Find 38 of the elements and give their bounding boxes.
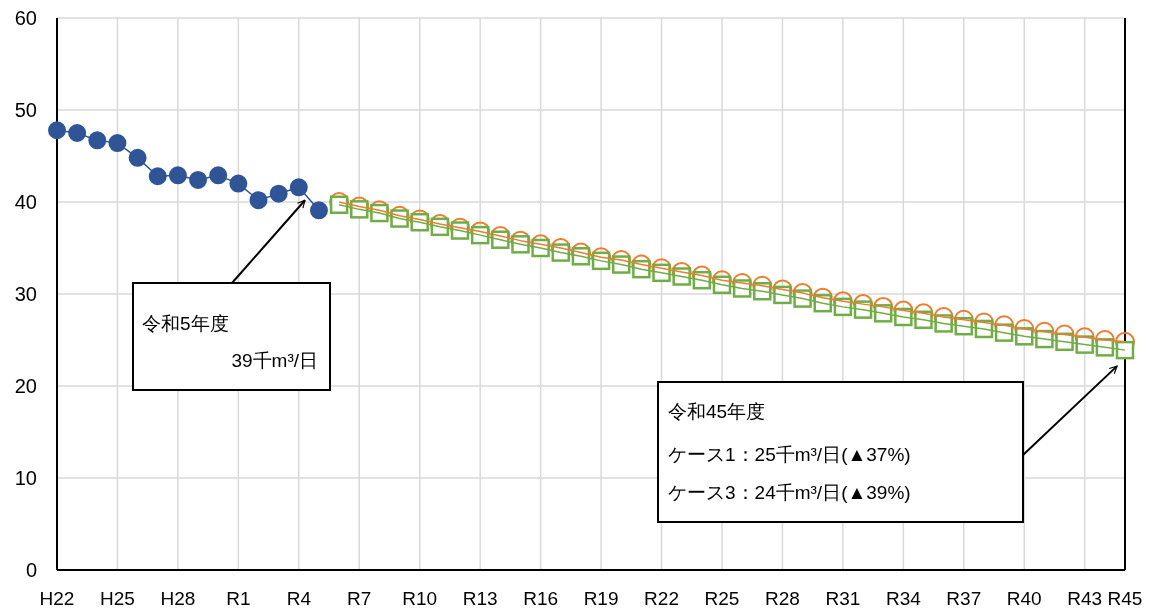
point bbox=[309, 201, 328, 220]
annotation: 令和5年度 bbox=[142, 313, 229, 334]
annotation: ケース1：25千m³/日(▲37%) bbox=[668, 444, 911, 465]
xtick: R31 bbox=[825, 588, 861, 609]
xtick: R7 bbox=[347, 588, 372, 609]
annotation: 39千m³/日 bbox=[231, 350, 318, 371]
point bbox=[189, 170, 208, 189]
xtick: R4 bbox=[286, 588, 311, 609]
xtick: R40 bbox=[1006, 588, 1042, 609]
ytick: 60 bbox=[14, 7, 37, 29]
xtick: R16 bbox=[523, 588, 559, 609]
ytick: 20 bbox=[14, 375, 37, 397]
xtick: R45 bbox=[1107, 588, 1143, 609]
annotation: 令和5年度 39千m³/日 bbox=[132, 282, 331, 391]
ytick: 0 bbox=[25, 559, 37, 581]
xtick: R28 bbox=[765, 588, 800, 609]
annotation: 令和45年度 bbox=[668, 401, 766, 422]
ytick: 10 bbox=[14, 467, 37, 489]
xtick: R25 bbox=[704, 588, 740, 609]
xtick: H28 bbox=[160, 588, 196, 609]
point bbox=[168, 166, 187, 185]
xtick: R22 bbox=[644, 588, 679, 609]
ytick: 50 bbox=[14, 99, 37, 121]
annotation: 令和45年度 ケース1：25千m³/日(▲37%) ケース3：24千m³/日(▲39%) bbox=[657, 381, 1024, 523]
point bbox=[289, 178, 308, 197]
xtick: R19 bbox=[583, 588, 619, 609]
xtick: H22 bbox=[39, 588, 75, 609]
xtick: R13 bbox=[462, 588, 498, 609]
xtick: R1 bbox=[226, 588, 251, 609]
ytick: 40 bbox=[14, 191, 37, 213]
point bbox=[48, 121, 66, 140]
ytick: 30 bbox=[14, 283, 37, 305]
xtick: R34 bbox=[885, 588, 921, 609]
xtick: R43 bbox=[1067, 588, 1103, 609]
xtick: H25 bbox=[100, 588, 135, 609]
annotation: ケース3：24千m³/日(▲39%) bbox=[668, 482, 911, 503]
xtick: R37 bbox=[946, 588, 982, 609]
xtick: R10 bbox=[402, 588, 438, 609]
